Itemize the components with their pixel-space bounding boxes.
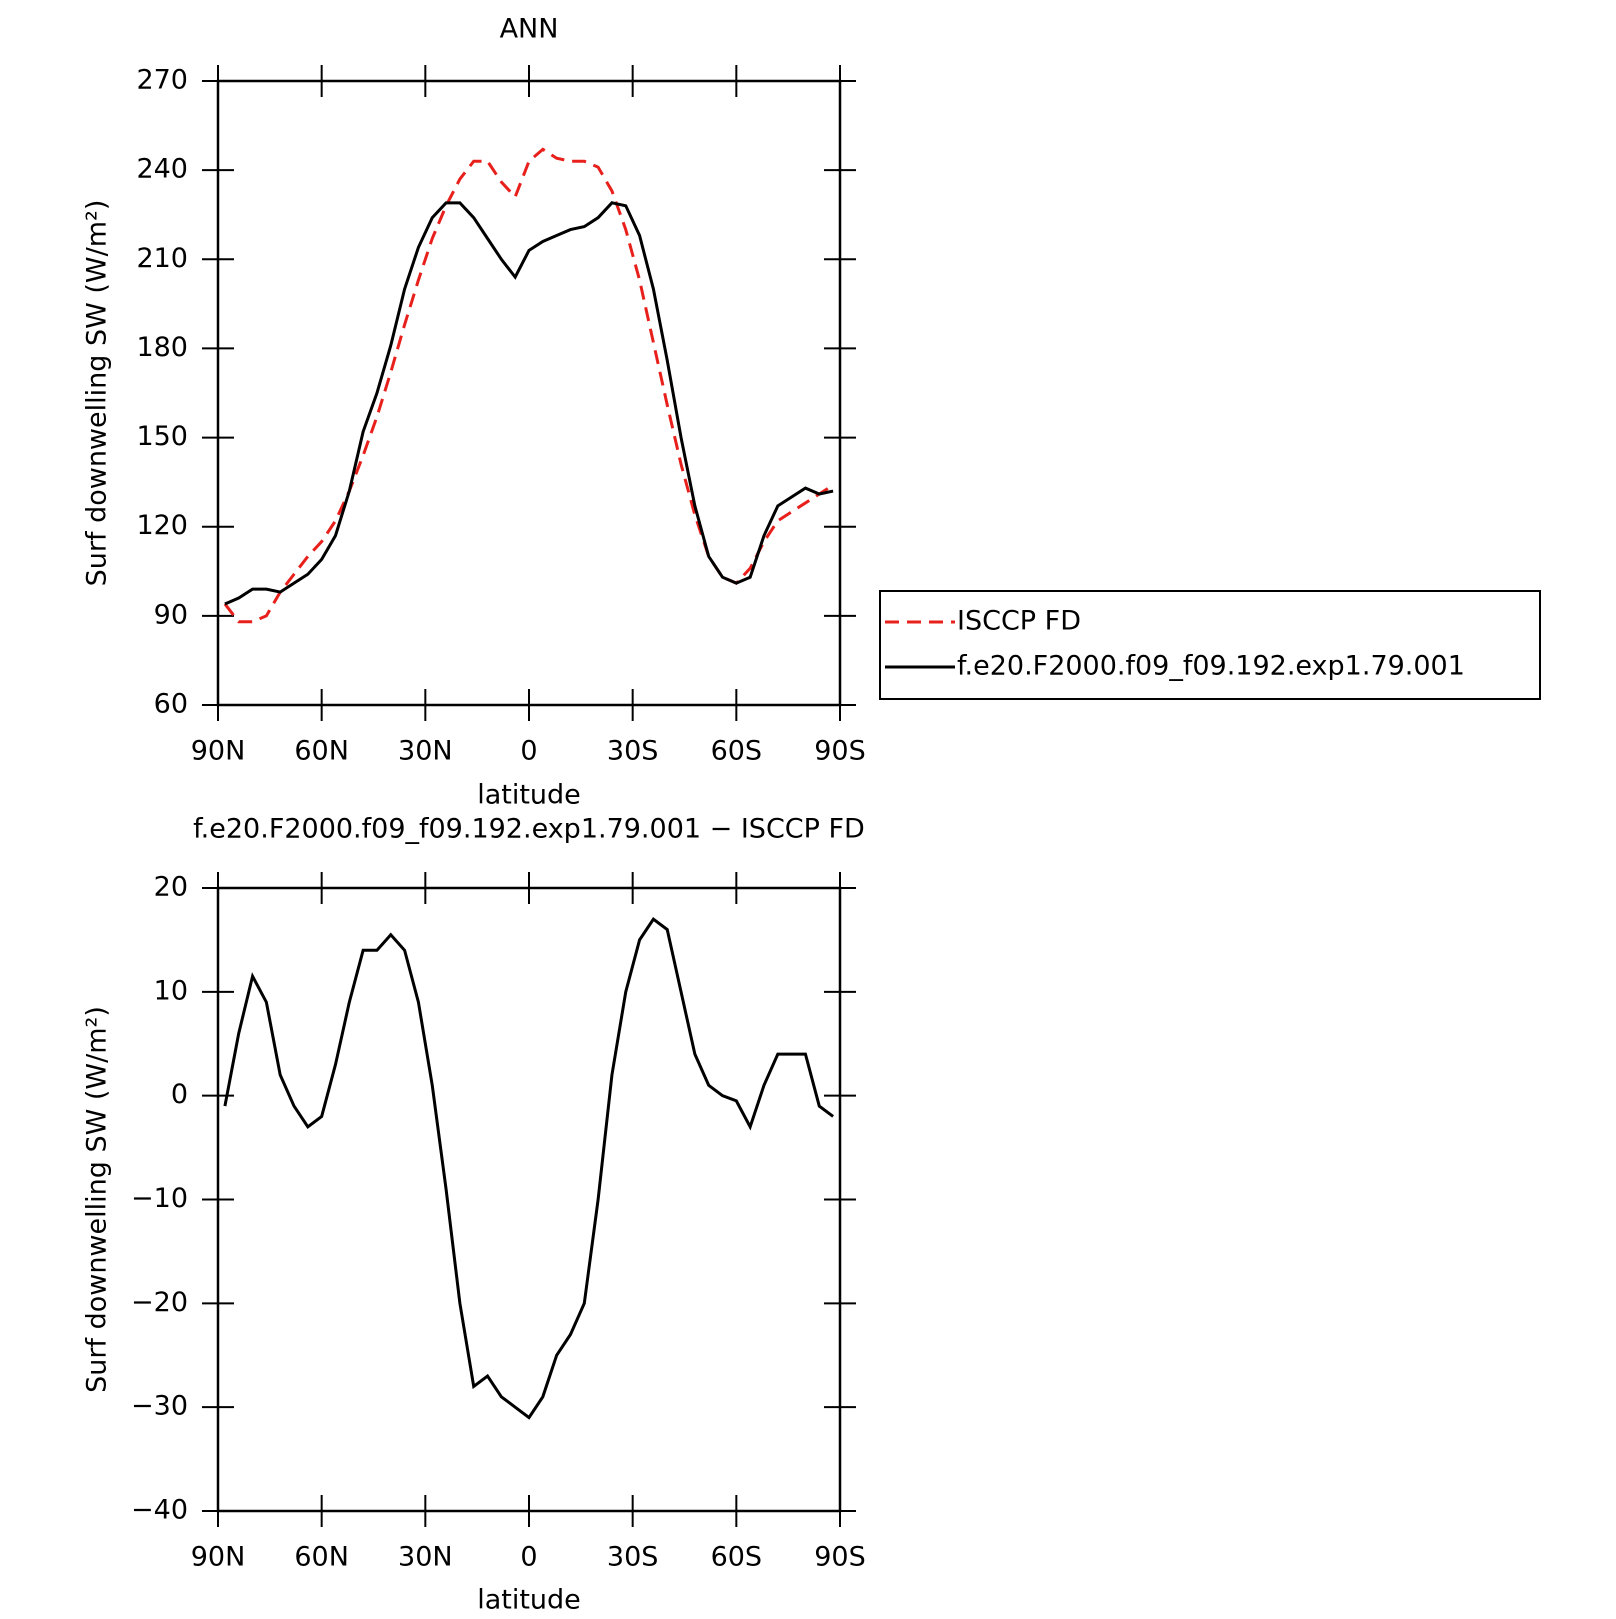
chart-title: f.e20.F2000.f09_f09.192.exp1.79.001 − IS… [193, 814, 865, 845]
x-axis-label: latitude [477, 780, 581, 811]
x-tick-label: 30S [607, 1542, 659, 1573]
legend-box [879, 590, 1541, 700]
x-tick-label: 30N [398, 736, 453, 767]
x-tick-label: 90N [191, 1542, 246, 1573]
y-tick-label: 20 [154, 872, 188, 903]
x-tick-label: 0 [520, 1542, 537, 1573]
y-tick-label: 150 [136, 421, 188, 452]
plot-frame [216, 79, 842, 707]
x-tick-label: 30S [607, 736, 659, 767]
x-tick-label: 60N [294, 736, 349, 767]
y-tick-label: 60 [154, 689, 188, 720]
x-tick-label: 30N [398, 1542, 453, 1573]
y-tick-label: 0 [171, 1079, 188, 1110]
y-axis-label: Surf downwelling SW (W/m²) [82, 1006, 113, 1393]
x-tick-label: 90S [814, 1542, 866, 1573]
legend-label: f.e20.F2000.f09_f09.192.exp1.79.001 [957, 651, 1465, 682]
y-tick-label: 210 [136, 243, 188, 274]
x-tick-label: 60N [294, 1542, 349, 1573]
data-line [223, 147, 834, 624]
y-tick-label: 90 [154, 599, 188, 630]
y-tick-label: −40 [131, 1495, 188, 1526]
y-tick-label: 270 [136, 65, 188, 96]
y-axis-label: Surf downwelling SW (W/m²) [82, 200, 113, 587]
y-tick-label: −10 [131, 1183, 188, 1214]
data-line [224, 201, 834, 606]
x-tick-label: 0 [520, 736, 537, 767]
y-tick-label: 180 [136, 332, 188, 363]
y-tick-label: 120 [136, 510, 188, 541]
y-tick-label: 240 [136, 154, 188, 185]
plot-frame [216, 886, 842, 1513]
x-tick-label: 90S [814, 736, 866, 767]
y-tick-label: −20 [131, 1287, 188, 1318]
x-axis-label: latitude [477, 1585, 581, 1616]
y-tick-label: −30 [131, 1391, 188, 1422]
x-tick-label: 60S [711, 1542, 763, 1573]
y-tick-label: 10 [154, 975, 188, 1006]
legend-label: ISCCP FD [957, 606, 1081, 637]
data-line [223, 916, 834, 1420]
x-tick-label: 90N [191, 736, 246, 767]
x-tick-label: 60S [711, 736, 763, 767]
chart-title: ANN [500, 14, 559, 45]
